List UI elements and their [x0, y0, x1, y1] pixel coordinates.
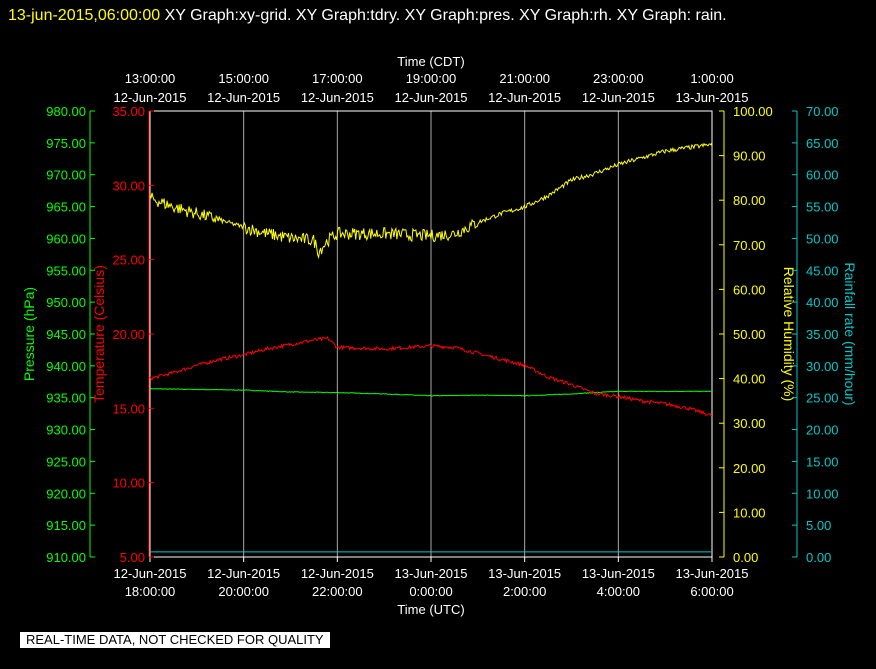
axes: 12-Jun-2015 18:00:00 13:00:00 12-Jun-2015 12…: [21, 54, 858, 617]
y-tick-label: 50.00: [733, 327, 766, 342]
y-tick-label: 25.00: [806, 391, 839, 406]
y-tick-label: 65.00: [806, 136, 839, 151]
x-tick-label-cdt-time: 21:00:00: [499, 71, 550, 86]
x-tick-label-cdt-date: 13-Jun-2015: [676, 90, 749, 105]
series-temperature-line: [149, 336, 713, 417]
y-tick-label: 935.00: [46, 391, 86, 406]
x-tick-label-utc-time: 6:00:00: [690, 584, 733, 599]
x-tick-label-cdt-time: 19:00:00: [406, 71, 457, 86]
graph-title: XY Graph:xy-grid. XY Graph:tdry. XY Grap…: [164, 7, 727, 24]
timestamp: 13-jun-2015,06:00:00: [8, 7, 161, 24]
temperature-axis-title: Temperature (Celsius): [91, 265, 107, 403]
x-tick-label-utc-time: 18:00:00: [125, 584, 176, 599]
y-tick-label: 50.00: [806, 231, 839, 246]
y-tick-label: 920.00: [46, 486, 86, 501]
y-tick-label: 955.00: [46, 263, 86, 278]
y-tick-label: 20.00: [806, 423, 839, 438]
y-tick-label: 980.00: [46, 104, 86, 119]
y-tick-label: 20.00: [733, 461, 766, 476]
x-tick-label-cdt-date: 12-Jun-2015: [395, 90, 468, 105]
series-layer: [149, 142, 713, 553]
y-tick-label: 0.00: [806, 550, 831, 565]
pressure-axis-title: Pressure (hPa): [21, 287, 37, 381]
y-tick-label: 45.00: [806, 263, 839, 278]
y-tick-label: 915.00: [46, 518, 86, 533]
x-tick-label-cdt-date: 12-Jun-2015: [488, 90, 561, 105]
y-tick-label: 70.00: [806, 104, 839, 119]
x-tick-label-utc-time: 2:00:00: [503, 584, 546, 599]
x-axis-label-cdt: Time (CDT): [397, 54, 464, 69]
y-tick-label: 930.00: [46, 423, 86, 438]
x-tick-label-cdt-date: 12-Jun-2015: [114, 90, 187, 105]
y-tick-label: 5.00: [120, 550, 145, 565]
series-relative-humidity-line: [149, 142, 713, 260]
x-tick-label-cdt-time: 17:00:00: [312, 71, 363, 86]
y-tick-label: 940.00: [46, 359, 86, 374]
x-tick-label-utc-date: 12-Jun-2015: [114, 566, 187, 581]
y-tick-label: 975.00: [46, 136, 86, 151]
y-tick-label: 100.00: [733, 104, 773, 119]
y-tick-label: 30.00: [733, 416, 766, 431]
graph-header: 13-jun-2015,06:00:00 XY Graph:xy-grid. X…: [8, 2, 868, 30]
x-tick-label-utc-date: 13-Jun-2015: [582, 566, 655, 581]
y-tick-label: 965.00: [46, 200, 86, 215]
x-tick-label-utc-date: 13-Jun-2015: [395, 566, 468, 581]
y-tick-label: 945.00: [46, 327, 86, 342]
y-tick-label: 25.00: [112, 253, 145, 268]
y-tick-label: 20.00: [112, 327, 145, 342]
y-tick-label: 0.00: [733, 550, 758, 565]
y-tick-label: 60.00: [733, 282, 766, 297]
x-tick-label-utc-date: 12-Jun-2015: [301, 566, 374, 581]
x-tick-label-cdt-time: 15:00:00: [218, 71, 269, 86]
x-tick-label-utc-time: 4:00:00: [597, 584, 640, 599]
x-axis-label-utc: Time (UTC): [397, 602, 464, 617]
x-tick-label-utc-date: 12-Jun-2015: [207, 566, 280, 581]
x-tick-label-cdt-date: 12-Jun-2015: [207, 90, 280, 105]
y-tick-label: 15.00: [112, 401, 145, 416]
x-tick-label-utc-time: 20:00:00: [218, 584, 269, 599]
y-tick-label: 60.00: [806, 168, 839, 183]
y-tick-label: 35.00: [112, 104, 145, 119]
x-tick-label-cdt-date: 12-Jun-2015: [301, 90, 374, 105]
y-tick-label: 30.00: [806, 359, 839, 374]
y-tick-label: 30.00: [112, 178, 145, 193]
y-tick-label: 10.00: [806, 486, 839, 501]
y-tick-label: 55.00: [806, 200, 839, 215]
x-tick-label-utc-date: 13-Jun-2015: [488, 566, 561, 581]
y-tick-label: 5.00: [806, 518, 831, 533]
y-tick-label: 80.00: [733, 193, 766, 208]
humidity-axis-title: Relative Humidity (%): [781, 267, 797, 402]
y-tick-label: 35.00: [806, 327, 839, 342]
x-tick-label-utc-date: 13-Jun-2015: [676, 566, 749, 581]
rainfall-axis-title: Rainfall rate (mm/hour): [842, 262, 858, 405]
y-tick-label: 910.00: [46, 550, 86, 565]
x-tick-label-cdt-time: 13:00:00: [125, 71, 176, 86]
y-tick-label: 925.00: [46, 454, 86, 469]
x-tick-label-utc-time: 22:00:00: [312, 584, 363, 599]
y-tick-label: 950.00: [46, 295, 86, 310]
y-tick-label: 90.00: [733, 149, 766, 164]
y-tick-label: 40.00: [806, 295, 839, 310]
x-tick-label-cdt-time: 1:00:00: [690, 71, 733, 86]
grid: [243, 111, 619, 557]
y-tick-label: 15.00: [806, 454, 839, 469]
series-pressure-line: [149, 387, 713, 397]
x-tick-label-cdt-time: 23:00:00: [593, 71, 644, 86]
y-tick-label: 40.00: [733, 372, 766, 387]
y-tick-label: 960.00: [46, 231, 86, 246]
y-tick-label: 10.00: [112, 476, 145, 491]
y-tick-label: 70.00: [733, 238, 766, 253]
quality-disclaimer: REAL-TIME DATA, NOT CHECKED FOR QUALITY: [20, 632, 330, 648]
y-tick-label: 970.00: [46, 168, 86, 183]
x-tick-label-cdt-date: 12-Jun-2015: [582, 90, 655, 105]
y-tick-label: 10.00: [733, 505, 766, 520]
x-tick-label-utc-time: 0:00:00: [409, 584, 452, 599]
